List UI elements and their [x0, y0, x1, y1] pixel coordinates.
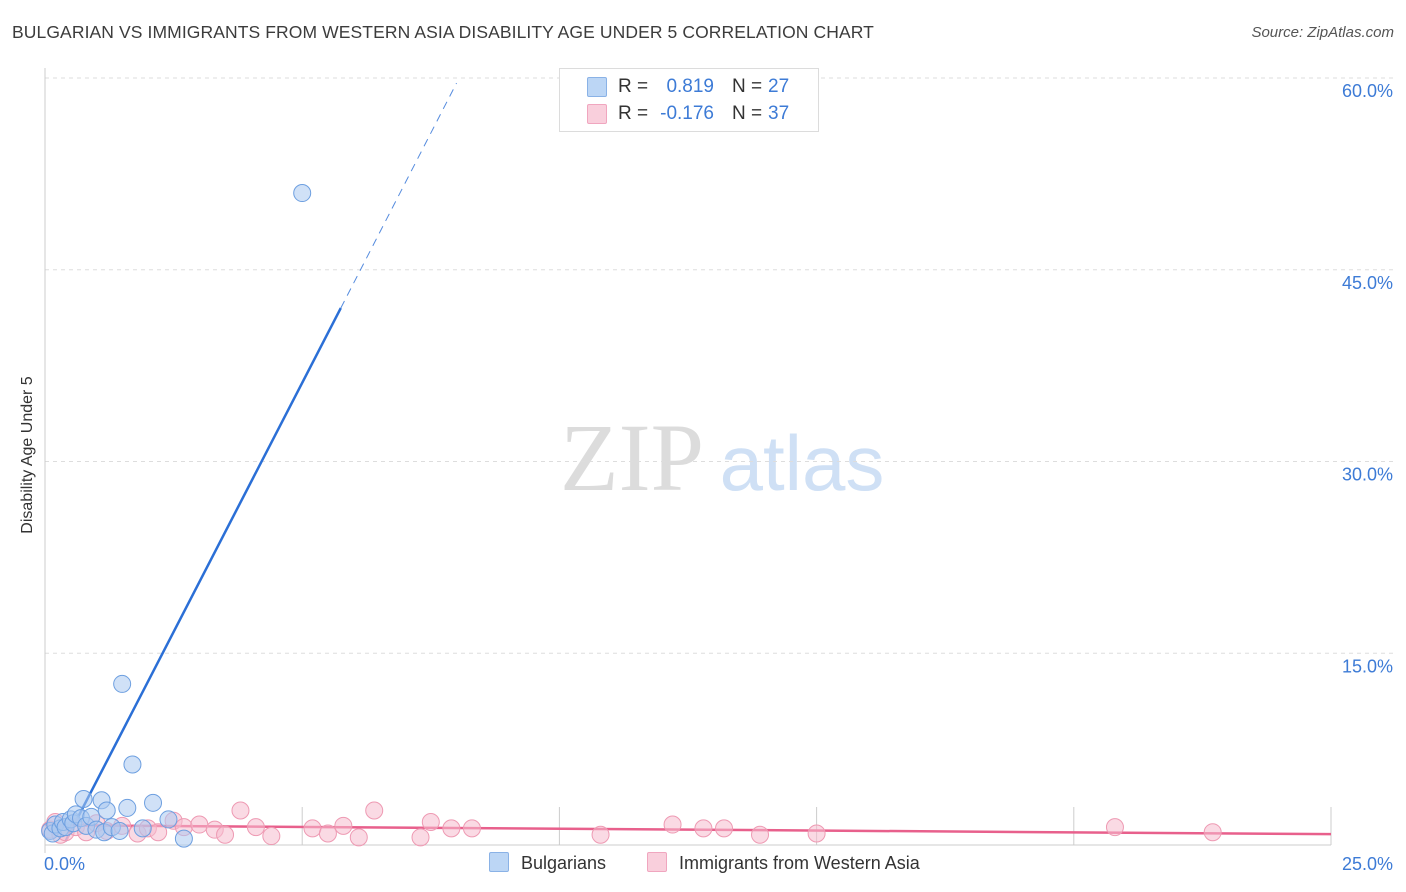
- data-point-immigrants: [663, 815, 682, 834]
- data-point-immigrants: [694, 819, 713, 838]
- legend-n-label: N =: [732, 103, 763, 124]
- legend-n-value: 37: [768, 103, 790, 124]
- data-point-immigrants: [1203, 823, 1222, 842]
- data-point-immigrants: [334, 816, 353, 835]
- series-legend: Bulgarians Immigrants from Western Asia: [0, 852, 1406, 878]
- legend-swatch-blue: [587, 77, 607, 97]
- data-point-immigrants: [715, 819, 734, 838]
- data-point-bulgarians: [113, 674, 132, 693]
- data-point-immigrants: [807, 824, 826, 843]
- series-legend-label: Immigrants from Western Asia: [679, 853, 920, 873]
- data-point-immigrants: [262, 827, 281, 846]
- legend-n-label: N =: [732, 76, 763, 97]
- y-axis-label: Disability Age Under 5: [19, 376, 36, 534]
- legend-swatch-blue: [489, 852, 509, 872]
- source-label: Source: ZipAtlas.com: [1251, 24, 1394, 41]
- legend-swatch-pink: [587, 104, 607, 124]
- data-point-immigrants: [411, 828, 430, 847]
- data-point-immigrants: [318, 824, 337, 843]
- legend-r-value: -0.176: [660, 103, 714, 124]
- data-point-immigrants: [246, 818, 265, 837]
- legend-row-bulgarians: R = 0.819 N = 27: [560, 73, 818, 100]
- data-point-immigrants: [231, 801, 250, 820]
- series-legend-bulgarians: Bulgarians: [489, 852, 606, 874]
- data-point-immigrants: [591, 825, 610, 844]
- data-point-bulgarians: [118, 798, 137, 817]
- trendline-bulgarians: [64, 307, 342, 842]
- data-point-immigrants: [190, 815, 209, 834]
- data-point-immigrants: [442, 819, 461, 838]
- data-point-immigrants: [421, 812, 440, 831]
- y-tick-label: 15.0%: [1342, 656, 1393, 676]
- data-point-immigrants: [1105, 818, 1124, 837]
- data-point-immigrants: [349, 828, 368, 847]
- data-point-immigrants: [751, 825, 770, 844]
- legend-n-value: 27: [768, 76, 790, 97]
- data-point-immigrants: [462, 819, 481, 838]
- y-tick-label: 45.0%: [1342, 273, 1393, 293]
- data-point-bulgarians: [174, 829, 193, 848]
- series-legend-immigrants: Immigrants from Western Asia: [647, 852, 920, 874]
- watermark: ZIP atlas: [560, 404, 884, 511]
- trendline-bulgarians-extension: [340, 82, 457, 309]
- x-tick-label: 25.0%: [1342, 854, 1393, 874]
- points-layer: [41, 184, 1222, 848]
- data-point-bulgarians: [97, 801, 116, 820]
- legend-r-label: R =: [618, 103, 649, 124]
- data-point-bulgarians: [144, 793, 163, 812]
- legend-r-label: R =: [618, 76, 649, 97]
- watermark-atlas: atlas: [720, 419, 885, 507]
- data-point-bulgarians: [159, 810, 178, 829]
- correlation-legend: R = 0.819 N = 27 R = -0.176 N = 37: [559, 68, 819, 132]
- trendline-immigrants: [44, 823, 1332, 836]
- data-point-bulgarians: [110, 821, 129, 840]
- y-tick-label: 60.0%: [1342, 81, 1393, 101]
- data-point-bulgarians: [123, 755, 142, 774]
- data-point-bulgarians: [133, 819, 152, 838]
- series-legend-label: Bulgarians: [521, 853, 607, 873]
- x-tick-label: 0.0%: [44, 854, 85, 874]
- legend-row-immigrants: R = -0.176 N = 37: [560, 100, 818, 127]
- data-point-immigrants: [303, 819, 322, 838]
- legend-swatch-pink: [647, 852, 667, 872]
- data-point-immigrants: [216, 825, 235, 844]
- legend-r-value: 0.819: [666, 76, 714, 97]
- data-point-immigrants: [365, 801, 384, 820]
- data-point-bulgarians: [74, 789, 93, 808]
- chart-title: BULGARIAN VS IMMIGRANTS FROM WESTERN ASI…: [12, 22, 874, 42]
- tick-label-layer: 15.0% 30.0% 45.0% 60.0% 0.0% 25.0%: [44, 81, 1393, 874]
- data-point-bulgarians: [293, 184, 312, 203]
- watermark-zip: ZIP: [560, 404, 704, 511]
- y-tick-label: 30.0%: [1342, 465, 1393, 485]
- grid-layer: [45, 77, 1393, 654]
